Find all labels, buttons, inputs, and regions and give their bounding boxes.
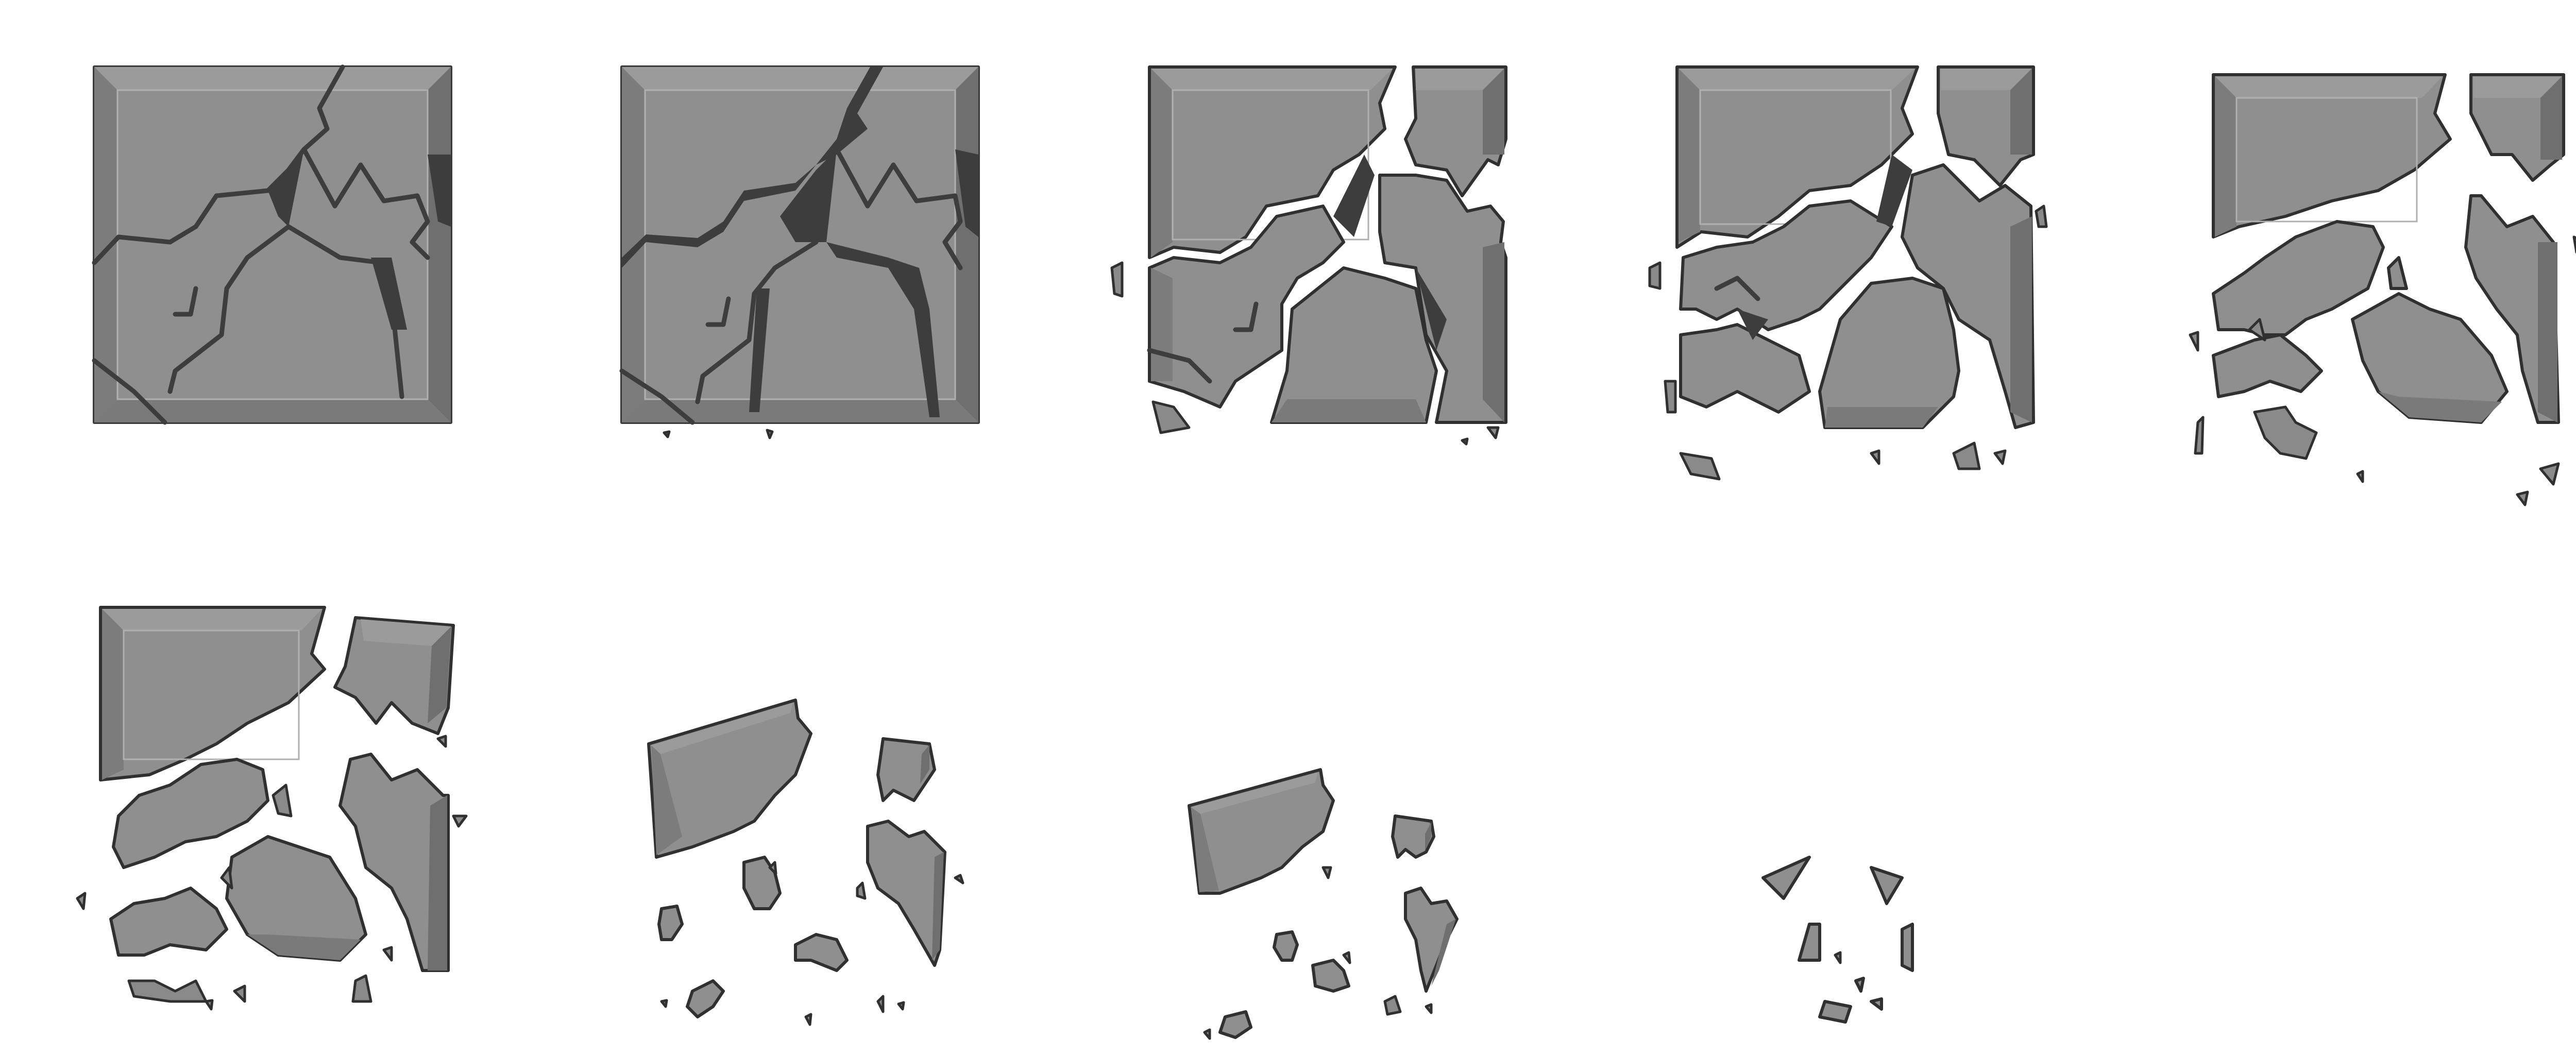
stone-block-cracked-deeper (619, 65, 980, 439)
frame-6-shattering (0, 528, 528, 1055)
frame-8-falling-pieces-late (1055, 528, 1583, 1055)
frame-1-cracked (0, 0, 528, 528)
stone-block-splitting (1110, 65, 1507, 446)
stone-pieces-falling-late (1188, 768, 1459, 1040)
frame-4-breaking (1583, 0, 2110, 528)
frame-10-empty (2110, 528, 2576, 1055)
frame-2-cracked-deeper (528, 0, 1055, 528)
stone-block-breaking-apart (2189, 73, 2576, 506)
stone-block-shattering (76, 606, 468, 1011)
stone-pieces-falling (647, 699, 964, 1026)
frame-5-breaking-apart (2110, 0, 2576, 528)
stone-block-cracked (92, 64, 452, 425)
stone-block-breaking (1648, 65, 2048, 481)
frame-9-last-fragments (1583, 528, 2110, 1055)
frame-3-splitting (1055, 0, 1583, 528)
frame-7-falling-pieces (528, 528, 1055, 1055)
stone-last-fragments (1761, 856, 1914, 1024)
